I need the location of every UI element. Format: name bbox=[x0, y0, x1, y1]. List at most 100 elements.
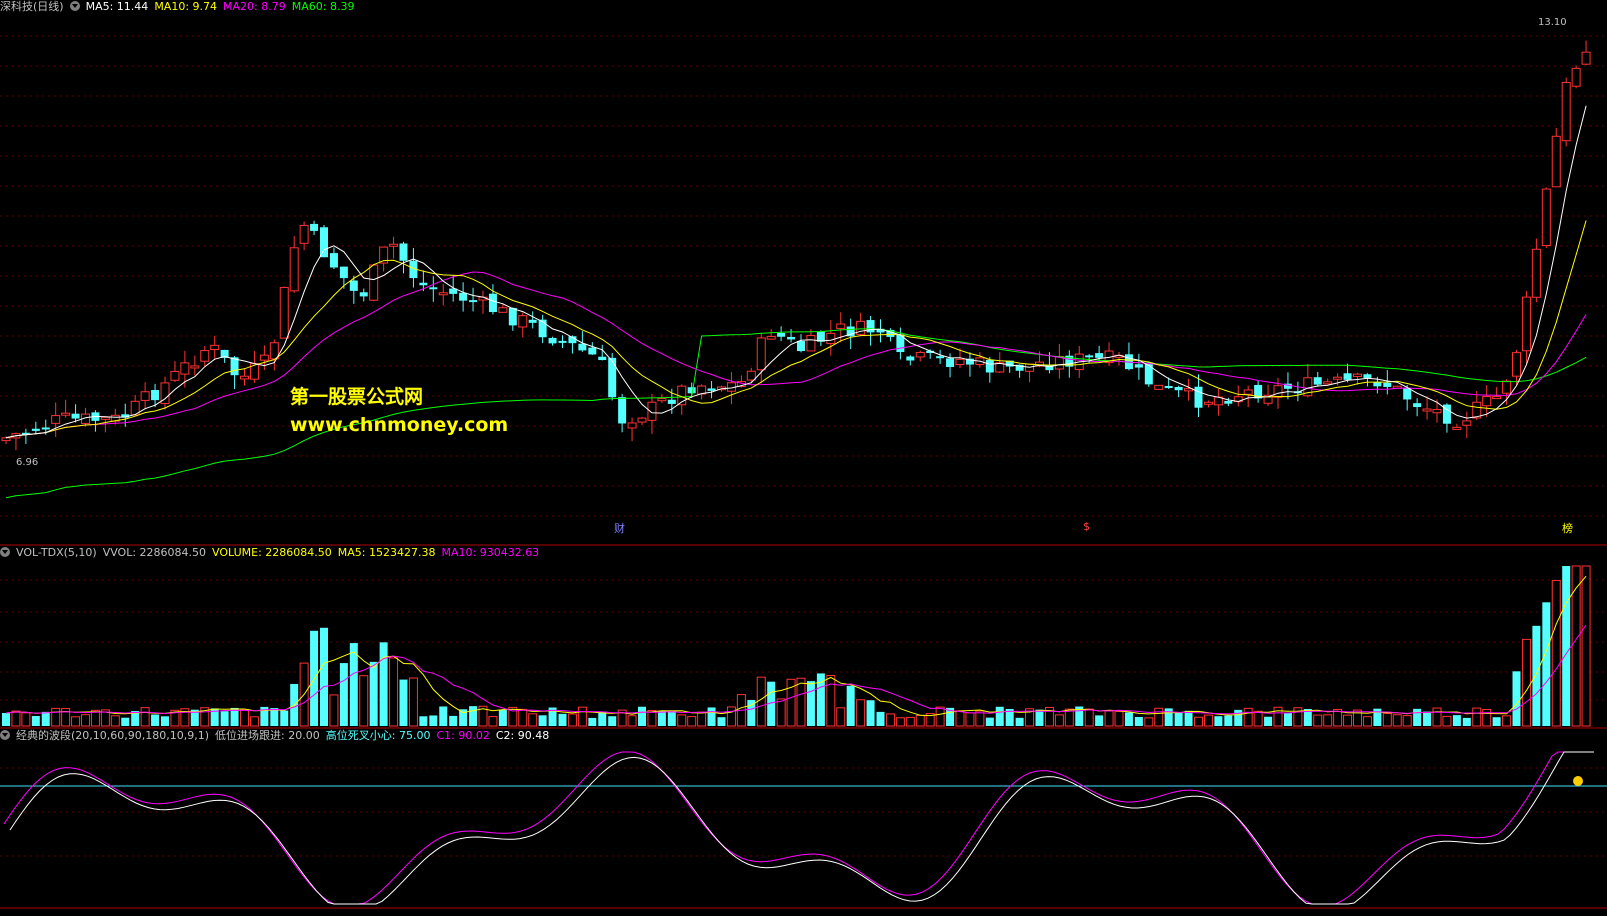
vol-ma10-line bbox=[5, 624, 1587, 715]
volume-bar bbox=[90, 709, 100, 727]
candle-body bbox=[618, 397, 627, 424]
candle-body bbox=[1482, 395, 1492, 407]
candle-body bbox=[1203, 401, 1213, 405]
candle-body bbox=[746, 370, 756, 381]
ma20-line bbox=[5, 271, 1587, 439]
dropdown-icon[interactable] bbox=[0, 547, 10, 557]
candle-body bbox=[438, 292, 448, 296]
volume-bar bbox=[329, 694, 339, 727]
volume-bar bbox=[1581, 565, 1591, 727]
candle-body bbox=[608, 357, 617, 398]
ma5-line bbox=[5, 105, 1587, 439]
ma10-line bbox=[5, 220, 1587, 439]
event-marker-rank[interactable]: 榜 bbox=[1562, 522, 1573, 535]
volume-bar bbox=[41, 711, 50, 726]
volume-bar bbox=[776, 698, 786, 727]
candle-body bbox=[449, 288, 458, 294]
candle-body bbox=[151, 390, 160, 401]
volume-bar bbox=[846, 685, 855, 726]
candle-body bbox=[1174, 386, 1183, 391]
volume-label: VOLUME: 2286084.50 bbox=[212, 546, 332, 559]
volume-bar bbox=[756, 676, 766, 727]
volume-bar bbox=[638, 706, 646, 726]
volume-bar bbox=[310, 630, 319, 726]
candle-body bbox=[230, 357, 239, 376]
candle-body bbox=[915, 351, 925, 358]
volume-bar bbox=[488, 716, 498, 727]
dropdown-icon[interactable] bbox=[0, 730, 10, 740]
candle-body bbox=[1144, 362, 1153, 385]
ind-title: 经典的波段(20,10,60,90,180,10,9,1) bbox=[16, 729, 210, 742]
candle-body bbox=[1254, 384, 1263, 399]
candle-body bbox=[1442, 404, 1451, 424]
candle-body bbox=[1472, 401, 1482, 419]
candle-body bbox=[488, 293, 497, 313]
volume-bar bbox=[359, 675, 369, 727]
candle-body bbox=[766, 335, 776, 340]
volume-bar bbox=[498, 709, 507, 726]
vol-ma5-label: MA5: 1523427.38 bbox=[337, 546, 436, 559]
volume-bar bbox=[508, 706, 518, 727]
volume-bar bbox=[408, 677, 418, 727]
volume-bar bbox=[1551, 580, 1561, 727]
c1-line bbox=[3, 751, 1588, 905]
dropdown-icon[interactable] bbox=[69, 1, 80, 11]
volume-bar bbox=[1452, 715, 1461, 726]
candle-body bbox=[756, 337, 766, 371]
candle-body bbox=[409, 260, 418, 279]
volume-bar bbox=[1353, 709, 1362, 727]
volume-bar bbox=[1512, 671, 1521, 726]
volume-bar bbox=[349, 643, 358, 726]
volume-bar bbox=[1203, 714, 1213, 727]
volume-bar bbox=[81, 714, 90, 727]
volume-bar bbox=[1373, 708, 1382, 726]
volume-bar bbox=[51, 707, 61, 727]
candle-body bbox=[876, 328, 885, 333]
volume-bar bbox=[1124, 712, 1133, 726]
candle-body bbox=[1343, 373, 1352, 380]
candle-body bbox=[1095, 353, 1104, 358]
volume-bar bbox=[419, 716, 428, 726]
candle-body bbox=[1512, 352, 1521, 377]
volume-bar bbox=[518, 708, 528, 727]
volume-bar bbox=[1283, 712, 1292, 726]
volume-bar bbox=[121, 717, 130, 726]
volume-bar bbox=[11, 710, 21, 727]
volume-bar bbox=[667, 710, 676, 726]
volume-bar bbox=[1224, 715, 1233, 726]
candle-body bbox=[269, 342, 279, 360]
candle-body bbox=[528, 319, 537, 323]
event-marker-finance[interactable]: 财 bbox=[614, 522, 625, 535]
candle-body bbox=[469, 300, 478, 303]
candle-body bbox=[180, 362, 190, 375]
event-marker-dividend[interactable]: $ bbox=[1083, 520, 1090, 533]
candle-body bbox=[1134, 364, 1143, 368]
vol-title: VOL-TDX(5,10) bbox=[16, 546, 97, 559]
volume-bar bbox=[1432, 707, 1442, 727]
ma60-label: MA60: 8.39 bbox=[291, 0, 355, 13]
volume-bar bbox=[1264, 716, 1273, 726]
candle-body bbox=[259, 354, 269, 361]
volume-bar bbox=[1054, 714, 1064, 727]
candle-body bbox=[289, 247, 299, 292]
volume-bar bbox=[61, 707, 71, 727]
volume-bar bbox=[697, 711, 707, 727]
volume-bar bbox=[459, 709, 468, 726]
volume-header: VOL-TDX(5,10) VVOL: 2286084.50 VOLUME: 228… bbox=[0, 546, 545, 560]
volume-bar bbox=[647, 709, 657, 727]
volume-bar bbox=[249, 716, 259, 727]
volume-bar bbox=[1234, 709, 1243, 726]
volume-bar bbox=[210, 708, 219, 726]
volume-bar bbox=[1134, 716, 1143, 726]
candle-body bbox=[508, 307, 517, 326]
volume-bar bbox=[369, 661, 378, 726]
candle-body bbox=[1313, 377, 1322, 385]
candle-body bbox=[21, 432, 30, 435]
candle-body bbox=[1531, 248, 1541, 298]
volume-bar bbox=[1423, 711, 1432, 726]
watermark-line2: www.chnmoney.com bbox=[290, 414, 509, 436]
volume-bar bbox=[955, 710, 965, 727]
candle-body bbox=[667, 399, 676, 404]
volume-bar bbox=[588, 717, 597, 726]
